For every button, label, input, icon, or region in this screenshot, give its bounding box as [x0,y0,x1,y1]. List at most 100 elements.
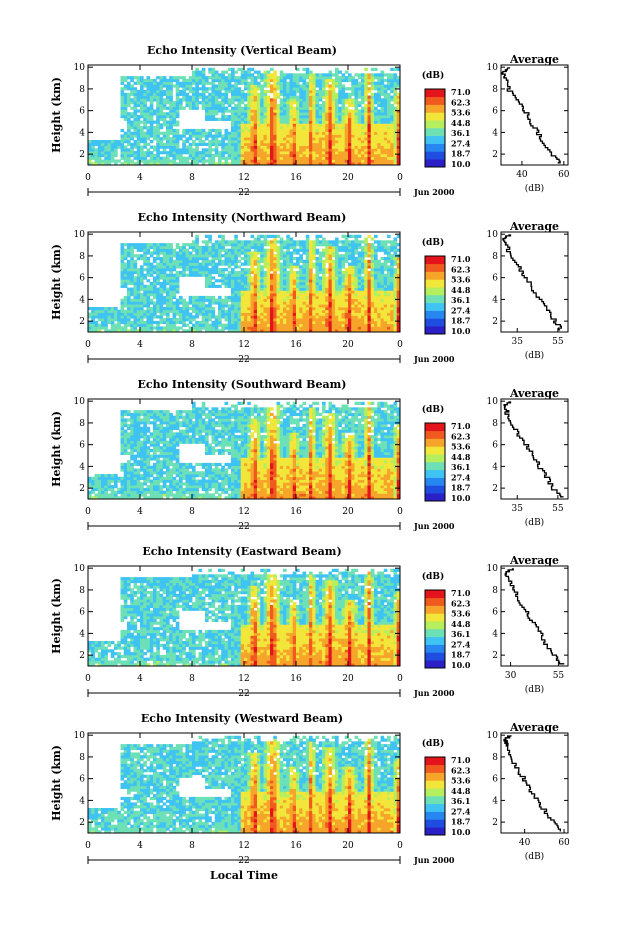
heatmap-cell [266,312,271,316]
heatmap-cell [351,245,355,250]
heatmap-cell [380,90,385,94]
heatmap-cell [299,123,303,127]
heatmap-cell [156,298,160,302]
heatmap-cell [153,268,157,272]
heatmap-cell [361,101,365,105]
heatmap-cell [227,162,232,166]
heatmap-cell [260,279,264,283]
heatmap-cell [130,87,134,91]
heatmap-cell [146,287,151,291]
heatmap-cell [205,101,209,105]
heatmap-cell [370,162,375,166]
heatmap-cell [351,298,355,302]
heatmap-cell [325,279,329,283]
heatmap-cell [393,134,398,138]
heatmap-cell [289,309,294,313]
heatmap-cell [341,126,346,130]
heatmap-cell [231,84,235,88]
heatmap-cell [140,312,144,316]
heatmap-cell [276,156,281,160]
heatmap-cell [140,265,144,269]
heatmap-cell [351,270,355,275]
heatmap-cell [120,326,125,330]
heatmap-cell [162,284,167,288]
heatmap-cell [123,318,128,322]
heatmap-cell [227,312,232,316]
heatmap-cell [312,312,316,316]
heatmap-cell [335,106,339,110]
heatmap-cell [156,320,160,325]
heatmap-cell [351,84,355,88]
heatmap-cell [133,140,138,144]
heatmap-cell [185,307,190,311]
heatmap-cell [104,142,108,146]
heatmap-cell [266,128,271,133]
heatmap-cell [153,287,157,291]
heatmap-cell [234,153,238,158]
heatmap-cell [335,78,339,83]
heatmap-cell [166,265,170,269]
heatmap-cell [221,140,225,144]
heatmap-cell [198,270,203,275]
heatmap-cell [331,98,336,102]
heatmap-cell [159,106,164,110]
heatmap-cell [162,245,167,250]
heatmap-cell [182,262,186,266]
heatmap-cell [367,106,372,110]
heatmap-cell [279,159,284,163]
heatmap-cell [120,309,125,313]
heatmap-cell [114,151,118,155]
heatmap-cell [224,323,229,327]
heatmap-cell [318,159,323,163]
heatmap-cell [146,243,151,247]
heatmap-cell [127,87,131,91]
heatmap-cell [325,290,329,294]
heatmap-cell [377,101,381,105]
heatmap-cell [351,234,355,238]
heatmap-cell [318,329,323,333]
heatmap-cell [322,282,326,286]
heatmap-cell [276,295,281,300]
heatmap-cell [260,240,264,244]
heatmap-cell [149,312,154,316]
heatmap-cell [260,128,264,133]
heatmap-cell [130,298,134,302]
heatmap-cell [127,309,131,313]
heatmap-cell [309,151,313,155]
heatmap-cell [286,98,290,102]
heatmap-cell [292,84,297,88]
heatmap-cell [185,87,190,91]
heatmap-cell [312,142,316,146]
heatmap-cell [91,151,95,155]
heatmap-cell [162,307,167,311]
heatmap-cell [299,112,303,116]
heatmap-cell [344,87,349,91]
heatmap-cell [218,140,222,144]
heatmap-cell [279,295,284,300]
heatmap-cell [279,98,284,102]
heatmap-cell [299,298,303,302]
heatmap-cell [348,265,352,269]
heatmap-cell [153,112,157,116]
heatmap-cell [127,142,131,146]
heatmap-cell [188,312,193,316]
heatmap-cell [312,140,316,144]
heatmap-cell [263,106,268,110]
heatmap-cell [253,137,258,141]
heatmap-cell [354,279,359,283]
heatmap-cell [208,237,212,241]
heatmap-cell [169,295,173,300]
heatmap-cell [195,81,199,85]
heatmap-cell [250,312,255,316]
heatmap-cell [270,282,274,286]
heatmap-cell [387,156,391,160]
heatmap-cell [195,153,199,158]
heatmap-cell [143,301,147,305]
heatmap-cell [169,279,173,283]
heatmap-cell [240,98,245,102]
heatmap-cell [318,270,323,275]
heatmap-cell [257,257,261,261]
heatmap-cell [335,293,339,297]
heatmap-cell [283,84,287,88]
heatmap-cell [120,262,125,266]
